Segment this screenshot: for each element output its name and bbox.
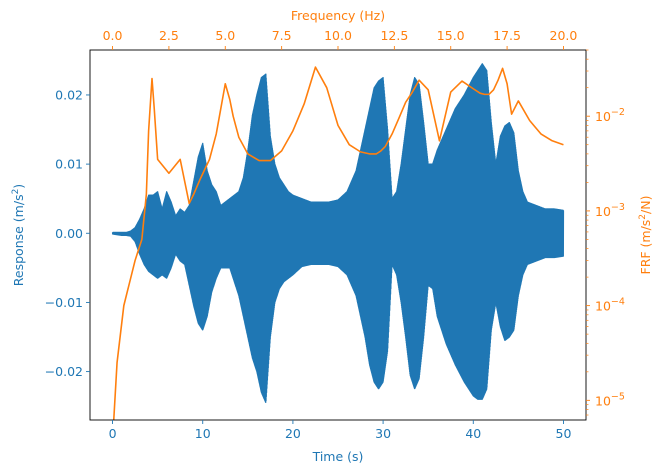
right-tick-label-base: 10	[595, 204, 611, 219]
top-tick-label: 7.5	[272, 28, 292, 43]
bottom-tick-label: 10	[195, 426, 211, 441]
response-series-group	[111, 63, 565, 404]
bottom-tick-label: 50	[556, 426, 572, 441]
plot-layer	[111, 63, 565, 420]
right-axis-label-sup: 2	[638, 214, 648, 220]
right-axis-label-prefix: FRF (m/s	[638, 220, 653, 275]
right-tick-label-exponent: −5	[611, 391, 625, 402]
x-axis-label: Time (s)	[312, 449, 364, 464]
top-tick-label: 0.0	[103, 28, 123, 43]
right-tick-label-exponent: −2	[611, 107, 625, 118]
frf-series-group	[112, 66, 564, 420]
left-axis-label-suffix: )	[11, 184, 26, 189]
top-tick-label: 10.0	[324, 28, 352, 43]
bottom-tick-label: 0	[109, 426, 117, 441]
top-tick-label: 12.5	[380, 28, 408, 43]
left-axis-label-prefix: Response (m/s	[11, 194, 26, 286]
right-tick-label: 10−3	[595, 202, 625, 219]
right-tick-label-base: 10	[595, 299, 611, 314]
top-tick-label: 20.0	[550, 28, 578, 43]
frf-series-line	[112, 66, 564, 420]
bottom-tick-label: 40	[465, 426, 481, 441]
left-axis-label: Response (m/s2)	[11, 184, 26, 286]
top-tick-label: 17.5	[493, 28, 521, 43]
right-tick-label: 10−5	[595, 391, 625, 408]
left-tick-label: −0.01	[45, 295, 83, 310]
right-tick-label: 10−2	[595, 107, 625, 124]
left-axis-label-sup: 2	[11, 189, 21, 195]
response-series-line	[111, 63, 565, 404]
right-tick-label-exponent: −4	[611, 297, 625, 308]
bottom-tick-label: 20	[285, 426, 301, 441]
right-tick-label: 10−4	[595, 297, 625, 314]
top-tick-label: 5.0	[215, 28, 235, 43]
right-tick-label-base: 10	[595, 393, 611, 408]
left-tick-label: 0.01	[55, 157, 83, 172]
top-axis-label: Frequency (Hz)	[291, 8, 385, 23]
top-tick-label: 2.5	[159, 28, 179, 43]
right-tick-label-base: 10	[595, 109, 611, 124]
left-tick-label: −0.02	[45, 364, 83, 379]
bottom-tick-label: 30	[375, 426, 391, 441]
right-axis-label-suffix: /N)	[638, 195, 653, 213]
right-axis-label: FRF (m/s2/N)	[638, 195, 653, 274]
top-tick-label: 15.0	[437, 28, 465, 43]
left-tick-label: 0.00	[55, 226, 83, 241]
right-tick-label-exponent: −3	[611, 202, 625, 213]
left-tick-label: 0.02	[55, 87, 83, 102]
